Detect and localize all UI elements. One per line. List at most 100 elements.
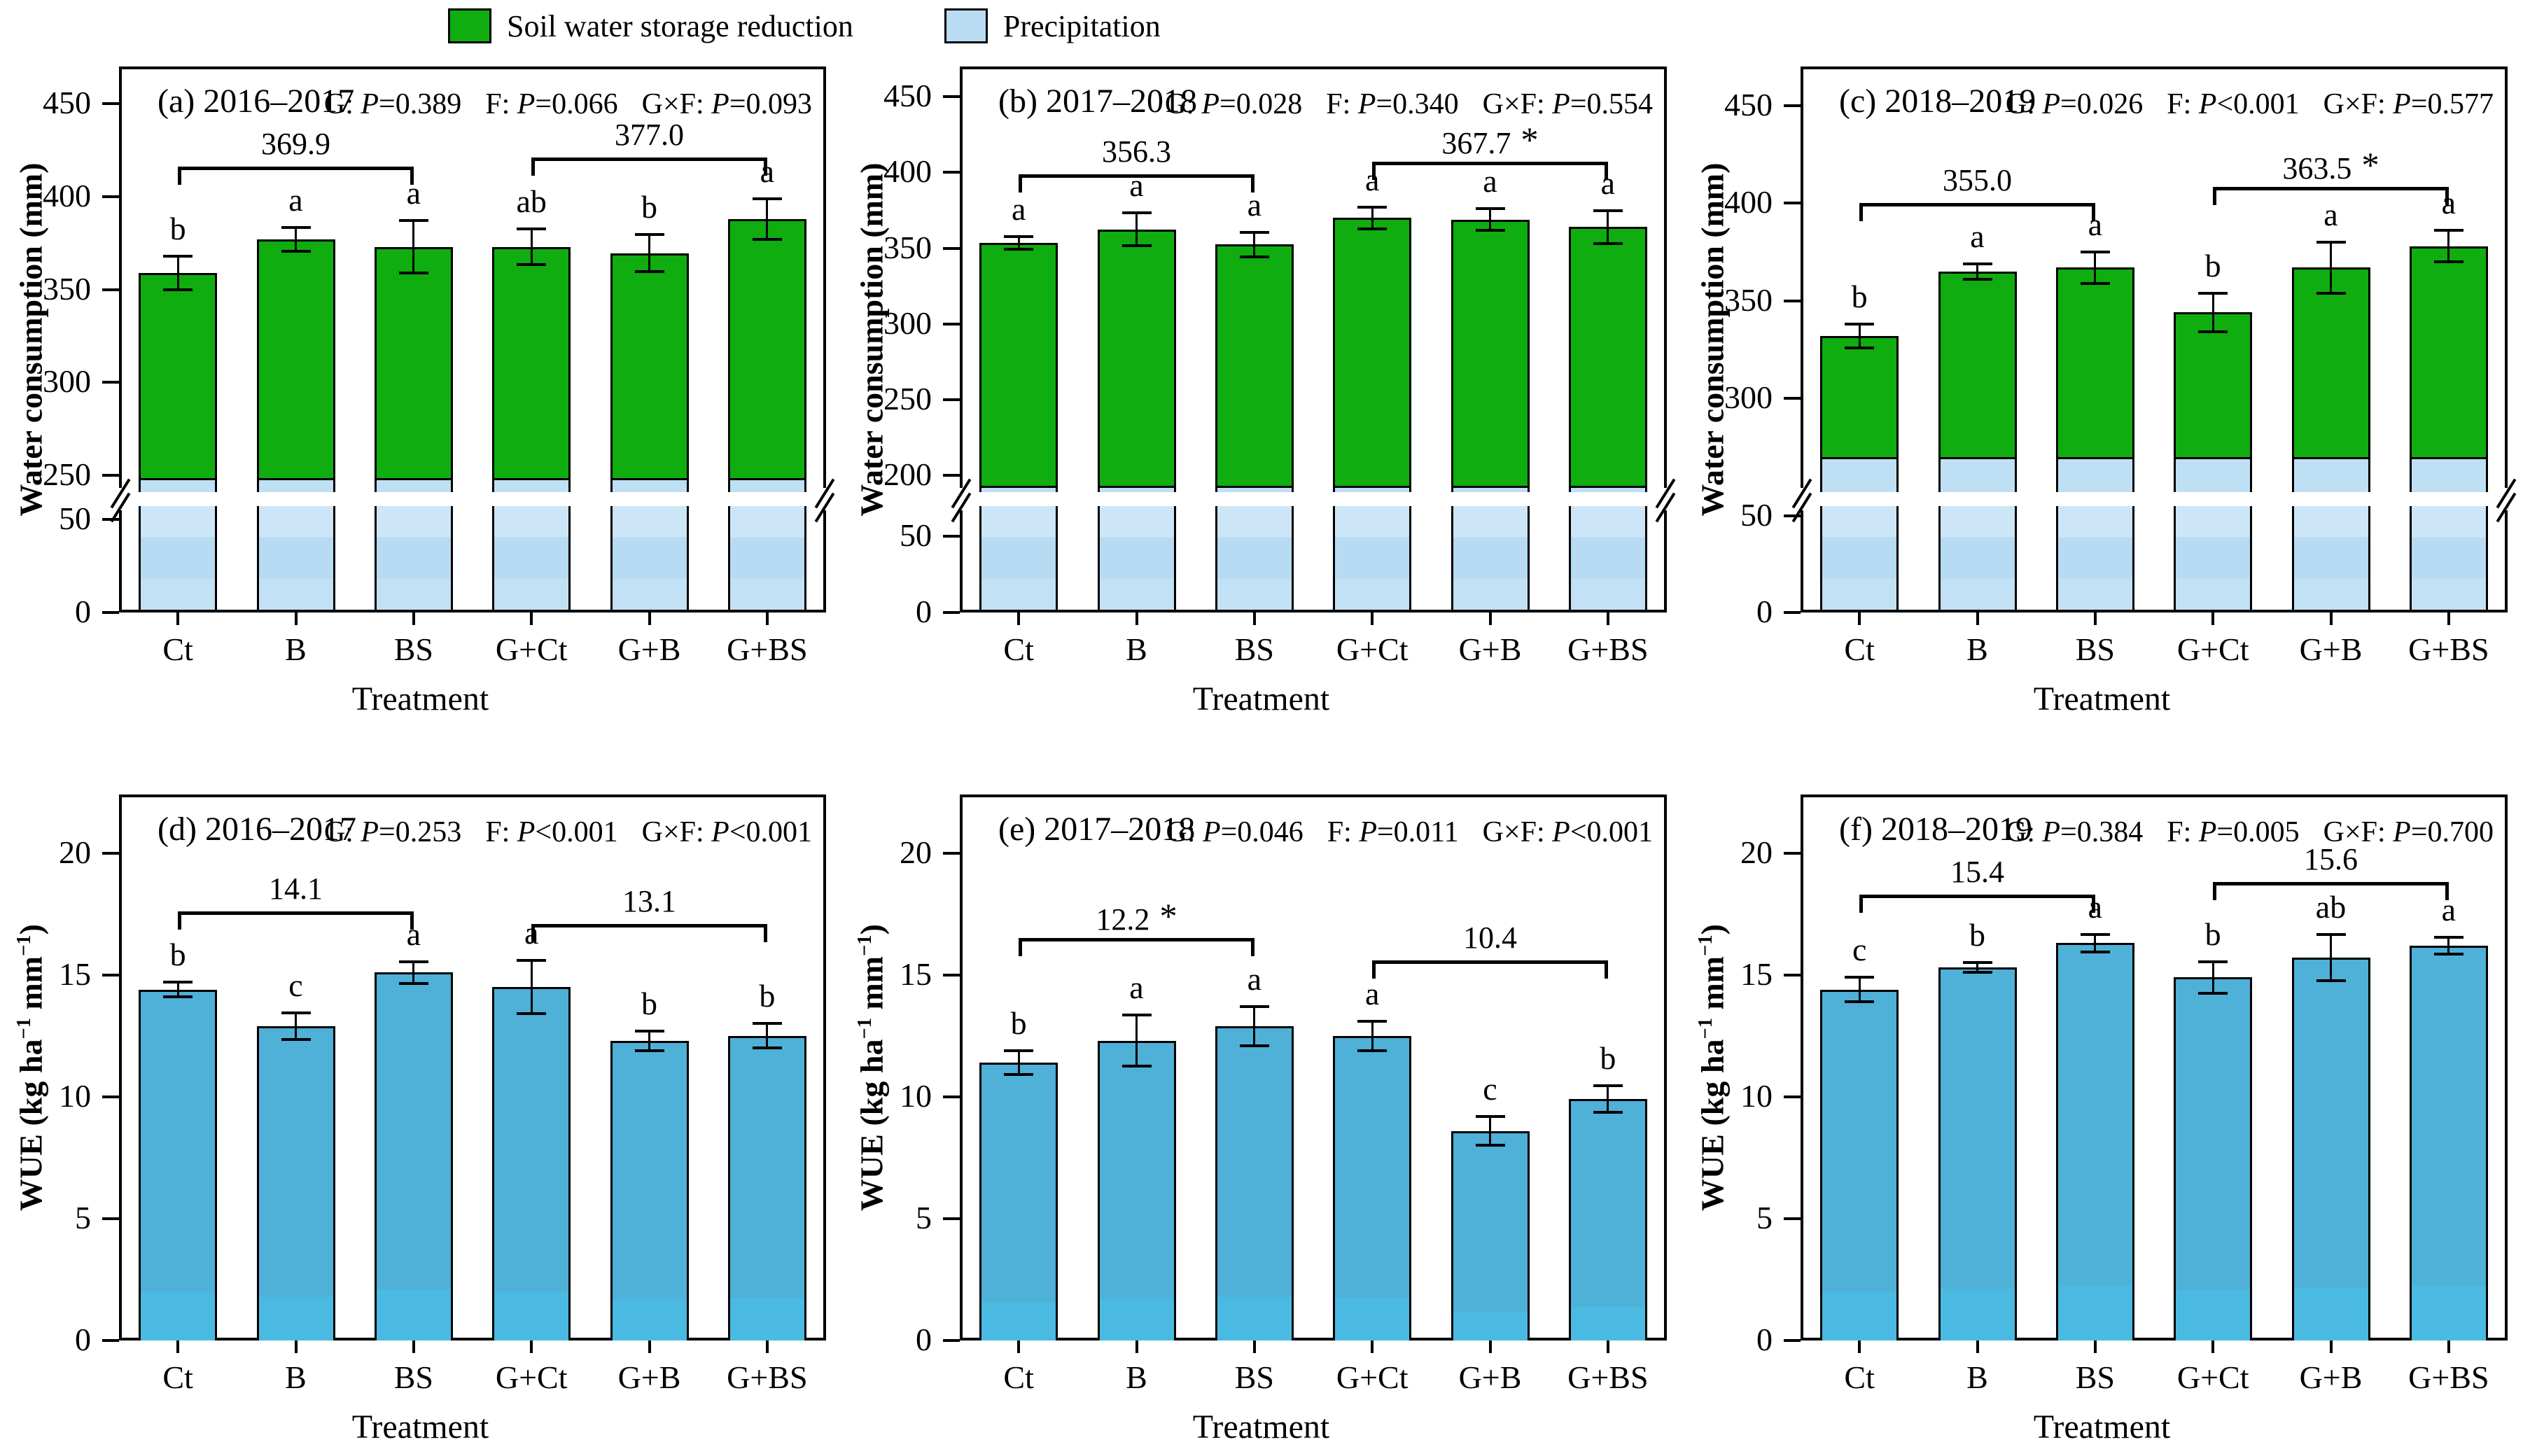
significance-letter: b [1969,917,1985,953]
x-tick [765,612,769,625]
y-tick [943,611,960,614]
error-bar [2447,230,2450,262]
y-tick-label: 0 [1756,1322,1773,1357]
error-bar-cap-top [281,1011,311,1014]
x-tick [648,612,651,625]
bar-precipitation-upper [610,478,689,492]
y-tick [102,474,119,477]
x-tick [2211,612,2215,625]
error-bar-cap-top [2433,935,2463,939]
y-tick [102,851,119,855]
x-tick [2447,1340,2450,1353]
y-tick-label: 50 [59,500,91,536]
group-bracket-end [1250,938,1254,957]
error-bar [176,255,179,290]
group-bracket [1859,894,2095,898]
y-tick-label: 50 [1740,496,1773,533]
bar-precipitation-lower [2055,506,2134,610]
error-bar [1976,962,1978,973]
error-bar-cap-bottom [2433,260,2463,263]
plot-border-left [1801,794,1803,1340]
panel-title: (f) 2018–2019 [1839,811,2032,848]
bar-soil-water [1451,219,1530,489]
panel-c: Water consumption (mm) 300 350 400 450 0 50 b Ct… [1682,0,2522,728]
y-tick-label: 15 [1740,955,1773,992]
y-tick-label: 300 [883,304,932,341]
group-bracket-end [178,911,182,930]
bar-precipitation-lower [1451,506,1530,610]
significance-star: * [2361,145,2379,185]
bar-precipitation-lower [374,506,453,610]
significance-letter: a [406,175,421,211]
plot-border-left [119,794,122,1340]
plot-border-left-lower [1801,510,1803,612]
error-bar-cap-top [2316,241,2346,244]
error-bar-cap-top [517,958,547,962]
stat-group: F: P=0.011 [1327,816,1459,848]
error-bar [648,234,650,272]
plot-border-bottom [1801,610,2508,612]
soil-water-swatch-icon [448,8,491,43]
bar-precipitation-upper [139,478,218,492]
y-tick [943,973,960,976]
group-bracket [1372,960,1608,964]
error-bar-cap-bottom [1357,1049,1388,1052]
bar-soil-water [1333,218,1412,489]
significance-letter: a [2323,197,2338,232]
y-tick-label: 0 [1756,594,1773,629]
x-category-label: G+Ct [1336,631,1409,667]
y-tick-label: 20 [1740,834,1773,870]
error-bar-cap-bottom [163,995,193,999]
y-tick [102,1095,119,1098]
error-bar-cap-bottom [1845,1000,1875,1003]
plot-border-left [960,794,963,1340]
bar-soil-water [2291,267,2370,459]
significance-letter: ab [516,183,547,220]
anova-stats: G: P=0.389 F: P=0.066 G×F: P=0.093 [324,88,812,121]
significance-letter: b [169,210,186,246]
y-tick [1784,1217,1801,1220]
x-category-label: BS [1234,1359,1274,1395]
bar-wue [374,972,453,1340]
error-bar-cap-bottom [752,237,782,241]
legend-label-soil-water: Soil water storage reduction [507,8,853,43]
plot-border-right-upper [1664,66,1667,488]
group-bracket-end [2091,203,2095,222]
y-tick-label: 0 [75,594,91,629]
y-tick [1784,973,1801,976]
group-bracket-end [2213,882,2217,901]
bar-wue [727,1035,806,1340]
error-bar [412,961,415,983]
error-bar-cap-bottom [1239,255,1269,258]
error-bar-cap-top [1962,262,1992,265]
x-category-label: G+BS [1567,1359,1649,1395]
x-category-label: B [285,631,307,667]
error-bar-cap-bottom [634,270,664,274]
x-category-label: G+Ct [1336,1359,1409,1395]
bar-precipitation-lower [1938,506,2017,610]
group-bracket [178,167,414,171]
y-tick [1784,851,1801,855]
significance-letter: b [169,937,186,973]
x-axis-title: Treatment [351,1408,489,1446]
x-tick [1976,1340,1979,1353]
y-tick-label: 350 [43,270,91,307]
y-tick-label: 5 [75,1199,91,1236]
x-tick [1858,612,1861,625]
plot-area: 200250300350400450050aCtaBaBSaG+CtaG+BaG… [883,66,1676,667]
x-category-label: G+B [1458,631,1522,667]
group-bracket-end [1019,938,1023,957]
significance-letter: a [1247,186,1262,223]
plot-border-left-lower [960,510,963,612]
bar-wue [1938,967,2017,1340]
significance-letter: a [1129,969,1144,1006]
bar-soil-water [1568,227,1647,489]
significance-star: * [1159,897,1177,937]
bar-precipitation-upper [2409,456,2488,492]
plot-border-bottom [1801,1338,2508,1340]
stat-group: G×F: P=0.554 [1482,88,1653,120]
error-bar-cap-top [163,254,193,258]
group-bracket-end [2445,882,2449,901]
